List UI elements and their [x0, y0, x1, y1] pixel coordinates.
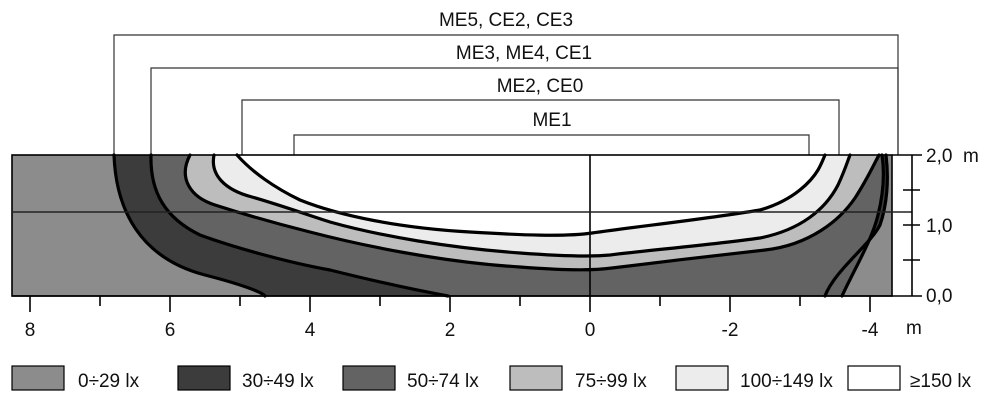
x-tick-label-4: 4 — [305, 320, 316, 341]
y-tick-label-2: 2,0 — [926, 146, 952, 167]
class-range-2: ME3, ME4, CE1 — [150, 43, 899, 155]
legend-label-75-99: 75÷99 lx — [575, 371, 647, 392]
legend-item-50-74: 50÷74 lx — [342, 365, 479, 392]
y-tick-label-0: 0,0 — [926, 286, 952, 307]
y-tick-label-1: 1,0 — [926, 216, 952, 237]
legend-swatch-100-149 — [675, 365, 729, 391]
legend-item-100-149: 100÷149 lx — [675, 365, 833, 392]
x-tick-label-8: 8 — [25, 320, 36, 341]
legend-swatch-30-49 — [177, 365, 231, 391]
x-tick-label-minus-4: -4 — [862, 320, 879, 341]
legend-swatch-50-74 — [342, 365, 396, 391]
contour-line-30-right — [823, 153, 889, 298]
y-axis: 2,0 m 1,0 0,0 — [892, 146, 979, 307]
x-tick-label-2: 2 — [445, 320, 456, 341]
band-150-plus — [237, 155, 825, 236]
legend-label-0-29: 0÷29 lx — [78, 371, 140, 392]
contour-line-30 — [112, 153, 267, 298]
x-tick-label-6: 6 — [165, 320, 176, 341]
legend-item-150-plus: ≥150 lx — [847, 365, 972, 392]
class-range-label-1: ME5, CE2, CE3 — [439, 10, 573, 31]
legend-swatch-75-99 — [509, 365, 563, 391]
contour-line-50 — [149, 153, 450, 298]
contour-line-100 — [211, 153, 852, 258]
contour-line-50-right — [840, 153, 885, 298]
legend-label-30-49: 30÷49 lx — [242, 371, 314, 392]
x-tick-label-minus-2: -2 — [722, 320, 739, 341]
legend-swatch-150-plus — [847, 365, 901, 391]
legend: 0÷29 lx 30÷49 lx 50÷74 lx 75÷99 lx 100÷1… — [11, 365, 972, 392]
legend-swatch-0-29 — [11, 365, 65, 391]
class-range-label-3: ME2, CE0 — [497, 76, 584, 97]
legend-label-100-149: 100÷149 lx — [740, 371, 833, 392]
legend-item-0-29: 0÷29 lx — [11, 365, 140, 392]
class-range-label-2: ME3, ME4, CE1 — [456, 43, 592, 64]
y-axis-unit: m — [963, 146, 979, 167]
x-axis-unit: m — [906, 318, 922, 339]
legend-label-150-plus: ≥150 lx — [910, 371, 972, 392]
class-range-label-4: ME1 — [532, 110, 571, 131]
x-axis: 8 6 4 2 0 -2 -4 m — [12, 295, 922, 341]
legend-item-30-49: 30÷49 lx — [177, 365, 314, 392]
illuminance-contours — [12, 153, 892, 298]
legend-item-75-99: 75÷99 lx — [509, 365, 647, 392]
contour-line-150 — [235, 153, 827, 237]
x-tick-label-0: 0 — [585, 320, 596, 341]
legend-label-50-74: 50÷74 lx — [407, 371, 479, 392]
